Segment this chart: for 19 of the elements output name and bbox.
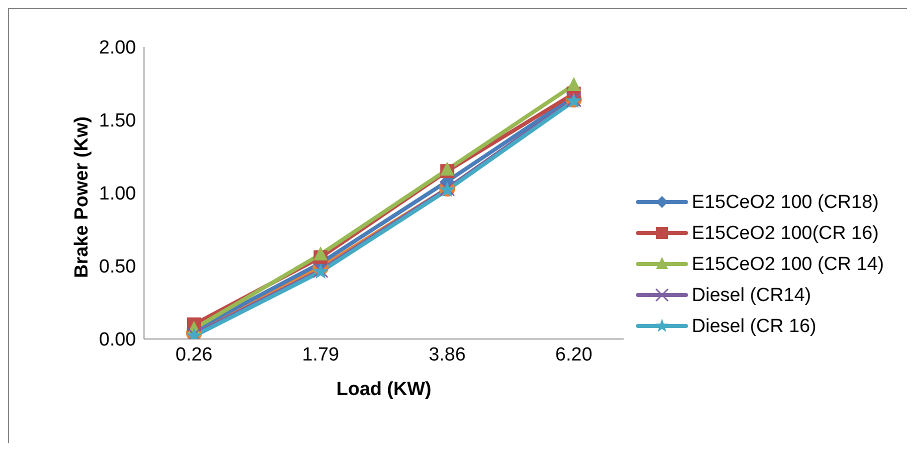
y-axis-title: Brake Power (Kw) [72, 116, 93, 278]
y-tick-label: 2.00 [99, 38, 136, 59]
point [440, 162, 454, 176]
x-axis-title: Load (KW) [336, 379, 432, 400]
point [314, 246, 328, 260]
legend-label: E15CeO2 100(CR 16) [692, 222, 879, 246]
point [566, 76, 581, 91]
x-tick-label: 3.86 [428, 344, 466, 366]
x-tick-label: 0.26 [176, 344, 212, 366]
legend-label: Diesel (CR 16) [692, 314, 816, 338]
y-tick-label: 1.00 [99, 184, 136, 205]
legend-label: E15CeO2 100 (CR18) [692, 190, 879, 214]
y-tick-label: 1.50 [99, 110, 136, 132]
y-tick-label: 0.50 [99, 256, 136, 278]
legend-label: Diesel (CR14) [692, 284, 812, 308]
x-tick-label: 6.20 [555, 344, 592, 366]
y-tick-label: 0.00 [99, 330, 136, 351]
legend-label: E15CeO2 100 (CR 14) [692, 252, 884, 276]
x-tick-label: 1.79 [302, 344, 340, 366]
